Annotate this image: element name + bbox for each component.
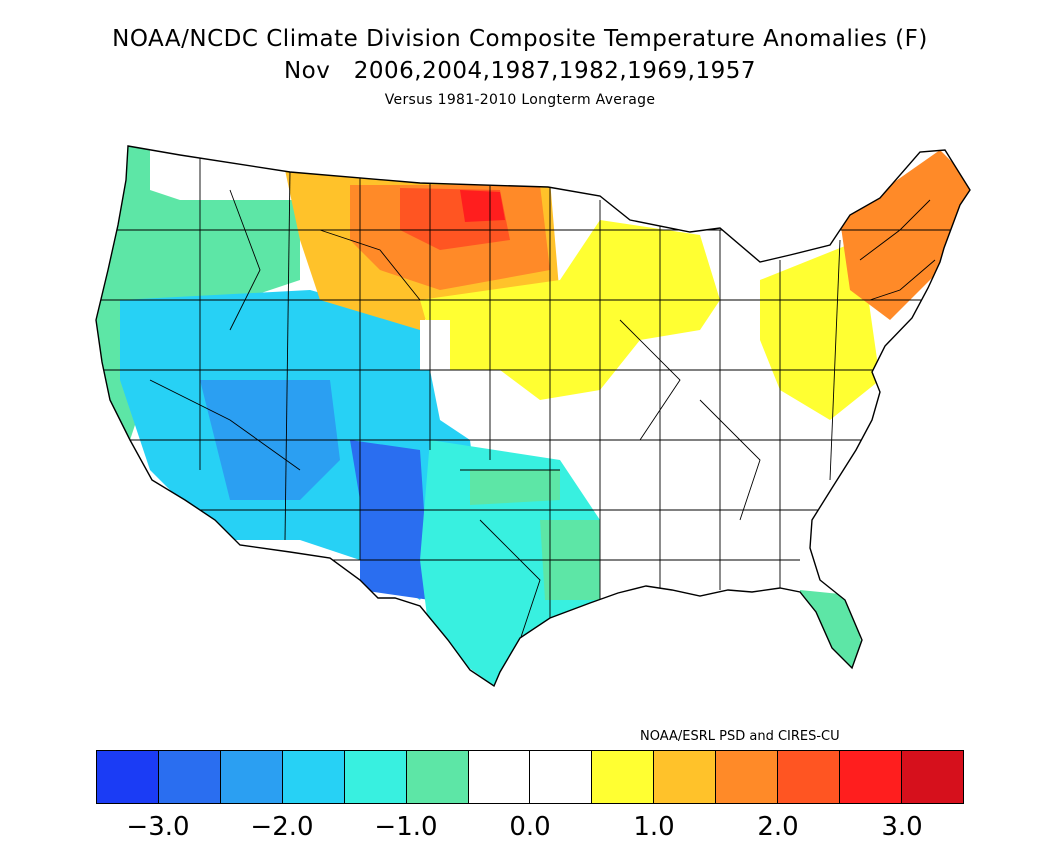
colorbar-tick-label: 2.0: [757, 812, 799, 842]
colorbar-swatch: [158, 751, 221, 803]
credit-text: NOAA/ESRL PSD and CIRES-CU: [640, 729, 840, 744]
region-inland-northwest: [150, 146, 290, 205]
colorbar-swatch: [220, 751, 283, 803]
region-new-england: [840, 150, 970, 320]
region-oklahoma: [470, 470, 560, 505]
map-subtitle-years: Nov 2006,2004,1987,1982,1969,1957: [283, 58, 757, 84]
colorbar-swatch: [716, 751, 779, 803]
colorbar-swatch: [592, 751, 655, 803]
region-idaho-oregon: [150, 200, 300, 300]
colorbar-swatch: [654, 751, 717, 803]
colorbar-swatch: [344, 751, 407, 803]
region-new-mexico-west-texas: [350, 440, 430, 600]
colorbar-tick-label: 3.0: [881, 812, 923, 842]
colorbar-swatch: [840, 751, 902, 803]
region-texas: [420, 440, 600, 686]
region-kansas-white: [420, 320, 450, 370]
colorbar-swatch: [468, 751, 531, 803]
region-upper-midwest: [420, 220, 720, 400]
anomaly-fill-layer: [96, 146, 970, 686]
colorbar-tick-label: 1.0: [633, 812, 675, 842]
colorbar-swatch: [282, 751, 345, 803]
colorbar-swatch: [530, 751, 593, 803]
map-title: NOAA/NCDC Climate Division Composite Tem…: [112, 26, 928, 52]
colorbar: [96, 750, 964, 804]
colorbar-swatch: [901, 751, 963, 803]
colorbar-tick-label: −1.0: [374, 812, 438, 842]
region-red-river-valley: [460, 190, 505, 222]
colorbar-tick-label: −2.0: [250, 812, 314, 842]
us-anomaly-map: [95, 145, 971, 687]
colorbar-swatch: [406, 751, 469, 803]
colorbar-swatch: [97, 751, 159, 803]
colorbar-tick-label: 0.0: [509, 812, 551, 842]
colorbar-tick-label: −3.0: [126, 812, 190, 842]
map-subtitle-baseline: Versus 1981-2010 Longterm Average: [384, 92, 656, 108]
colorbar-swatch: [778, 751, 841, 803]
